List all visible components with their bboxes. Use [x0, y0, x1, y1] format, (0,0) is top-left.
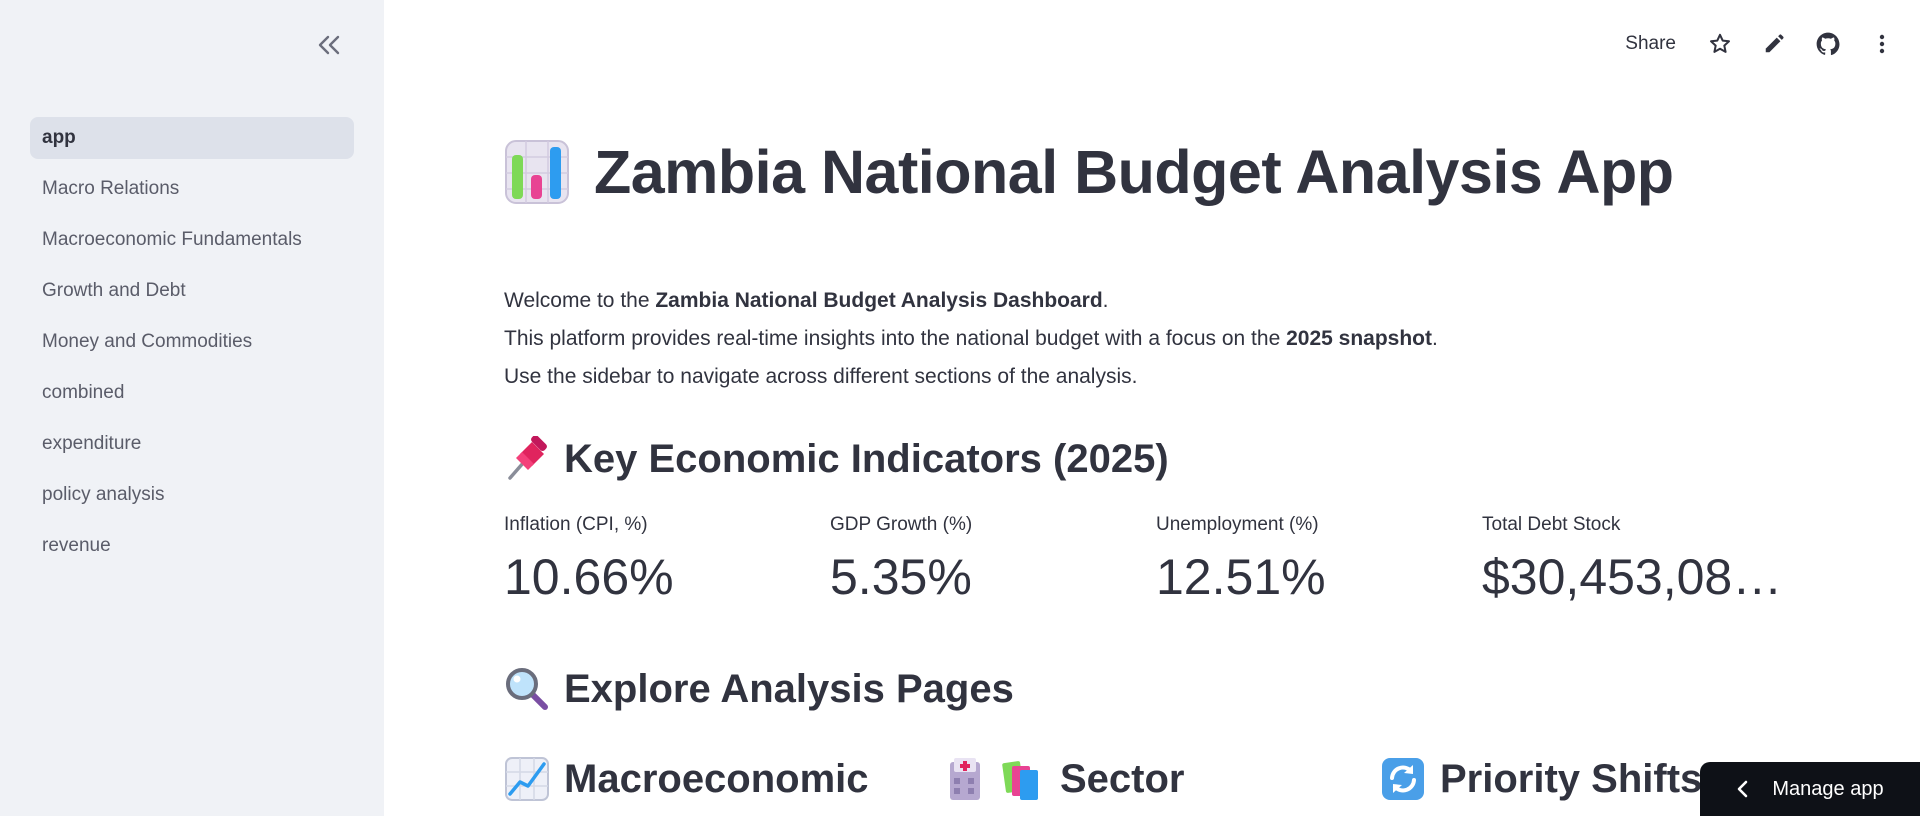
sidebar-item-label: Money and Commodities — [42, 331, 253, 352]
card-title-text: Sector — [1060, 756, 1185, 801]
sidebar-item-label: expenditure — [42, 433, 142, 454]
card-priority-shifts[interactable]: Priority Shifts — [1380, 756, 1702, 802]
sidebar: app Macro Relations Macroeconomic Fundam… — [0, 0, 384, 816]
chevron-left-icon — [1736, 780, 1748, 798]
chevrons-left-icon — [318, 35, 340, 55]
intro-text-bold: Zambia National Budget Analysis Dashboar… — [655, 289, 1103, 312]
metric-label: GDP Growth (%) — [830, 514, 973, 535]
sidebar-item-policy-analysis[interactable]: policy analysis — [30, 474, 354, 516]
star-icon[interactable] — [1702, 26, 1738, 62]
explore-heading-text: Explore Analysis Pages — [564, 666, 1014, 711]
metric-gdp-growth: GDP Growth (%) 5.35% — [830, 514, 1130, 606]
metric-total-debt-stock: Total Debt Stock $30,453,08… — [1482, 514, 1782, 606]
metric-label: Inflation (CPI, %) — [504, 514, 648, 535]
github-icon[interactable] — [1810, 26, 1846, 62]
sidebar-item-label: app — [42, 127, 76, 148]
card-sector[interactable]: Sector — [946, 756, 1185, 802]
indicators-heading: Key Economic Indicators (2025) — [504, 436, 1169, 482]
magnifying-glass-emoji — [504, 666, 550, 712]
bar-chart-emoji — [504, 139, 570, 205]
sidebar-item-label: combined — [42, 382, 125, 403]
sidebar-item-label: policy analysis — [42, 484, 165, 505]
pushpin-emoji — [504, 436, 550, 482]
card-macroeconomic[interactable]: Macroeconomic — [504, 756, 869, 802]
page-title: Zambia National Budget Analysis App — [504, 137, 1674, 207]
metric-inflation: Inflation (CPI, %) 10.66% — [504, 514, 804, 606]
sidebar-item-label: revenue — [42, 535, 111, 556]
metric-value: $30,453,08… — [1482, 549, 1783, 605]
metric-value: 5.35% — [830, 549, 972, 605]
sidebar-item-macro-relations[interactable]: Macro Relations — [30, 168, 354, 210]
sidebar-nav: app Macro Relations Macroeconomic Fundam… — [30, 117, 354, 576]
intro-text-bold: 2025 snapshot — [1286, 327, 1432, 350]
card-title-text: Macroeconomic — [564, 756, 869, 801]
intro-text-plain: . — [1432, 327, 1438, 350]
manage-app-button[interactable]: Manage app — [1700, 762, 1920, 816]
chart-increasing-emoji — [504, 756, 550, 802]
hospital-books-emoji — [946, 756, 1046, 802]
pencil-icon[interactable] — [1756, 26, 1792, 62]
sidebar-item-combined[interactable]: combined — [30, 372, 354, 414]
intro-text-plain: This platform provides real-time insight… — [504, 327, 1287, 350]
intro-text: Welcome to the Zambia National Budget An… — [504, 282, 1438, 396]
page-title-text: Zambia National Budget Analysis App — [594, 138, 1674, 206]
card-title-text: Priority Shifts — [1440, 756, 1703, 801]
indicators-heading-text: Key Economic Indicators (2025) — [564, 436, 1169, 481]
collapse-sidebar-button[interactable] — [312, 30, 346, 60]
sidebar-item-growth-and-debt[interactable]: Growth and Debt — [30, 270, 354, 312]
sidebar-item-macroeconomic-fundamentals[interactable]: Macroeconomic Fundamentals — [30, 219, 354, 261]
metric-value: 10.66% — [504, 549, 674, 605]
arrows-cycle-emoji — [1380, 756, 1426, 802]
sidebar-item-revenue[interactable]: revenue — [30, 525, 354, 567]
manage-app-label: Manage app — [1772, 777, 1884, 800]
sidebar-item-label: Macroeconomic Fundamentals — [42, 229, 302, 250]
metric-value: 12.51% — [1156, 549, 1326, 605]
intro-text-plain: . — [1102, 289, 1109, 312]
metric-unemployment: Unemployment (%) 12.51% — [1156, 514, 1456, 606]
intro-line-1: Welcome to the Zambia National Budget An… — [504, 282, 1438, 320]
sidebar-item-app[interactable]: app — [30, 117, 354, 159]
intro-line-2: This platform provides real-time insight… — [504, 320, 1438, 358]
more-vertical-icon[interactable] — [1864, 26, 1900, 62]
sidebar-item-label: Macro Relations — [42, 178, 180, 199]
sidebar-item-label: Growth and Debt — [42, 280, 186, 301]
metric-label: Total Debt Stock — [1482, 514, 1621, 535]
main-content: Zambia National Budget Analysis App Welc… — [504, 0, 1920, 816]
intro-text-plain: Welcome to the — [504, 289, 656, 312]
sidebar-item-expenditure[interactable]: expenditure — [30, 423, 354, 465]
share-button[interactable]: Share — [1625, 33, 1676, 54]
intro-line-3: Use the sidebar to navigate across diffe… — [504, 365, 1138, 388]
top-toolbar: Share — [1625, 26, 1920, 62]
explore-heading: Explore Analysis Pages — [504, 666, 1014, 712]
metric-label: Unemployment (%) — [1156, 514, 1319, 535]
sidebar-item-money-and-commodities[interactable]: Money and Commodities — [30, 321, 354, 363]
